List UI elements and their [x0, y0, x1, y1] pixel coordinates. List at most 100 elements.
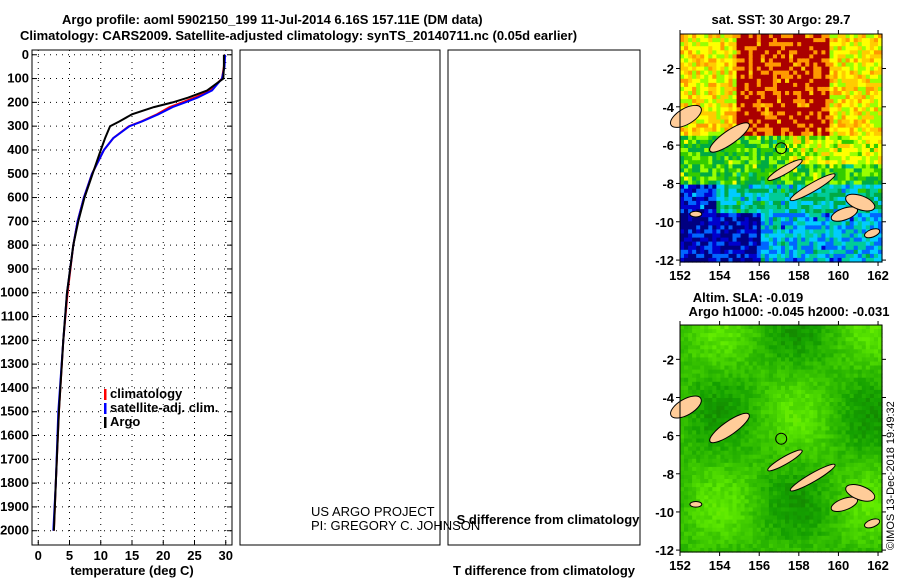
- map-cell: [772, 38, 778, 43]
- map-cell: [857, 176, 863, 182]
- map-cell: [728, 34, 734, 39]
- map-cell: [805, 119, 810, 125]
- map-cell: [768, 180, 774, 186]
- map-cell: [805, 450, 810, 456]
- map-cell: [760, 103, 766, 108]
- map-cell: [696, 143, 701, 149]
- map-cell: [837, 123, 843, 129]
- map-cell: [772, 78, 778, 84]
- map-y-tick-label: -2: [662, 61, 674, 76]
- map-cell: [736, 143, 742, 149]
- map-cell: [793, 111, 798, 117]
- map-cell: [801, 139, 806, 145]
- map-cell: [684, 515, 689, 521]
- map-cell: [724, 46, 729, 51]
- map-cell: [744, 111, 750, 117]
- map-cell: [781, 200, 786, 206]
- map-cell: [813, 74, 818, 80]
- map-cell: [869, 107, 875, 112]
- map-cell: [801, 86, 806, 92]
- map-cell: [817, 50, 822, 55]
- map-cell: [817, 377, 822, 383]
- map-cell: [684, 369, 689, 375]
- map-cell: [825, 188, 830, 194]
- map-cell: [772, 180, 778, 186]
- map-cell: [821, 229, 826, 235]
- map-cell: [728, 507, 734, 513]
- map-cell: [704, 454, 709, 460]
- map-cell: [797, 200, 802, 206]
- map-cell: [688, 176, 693, 182]
- map-cell: [744, 402, 750, 407]
- map-cell: [845, 82, 851, 88]
- map-cell: [704, 180, 709, 186]
- map-cell: [688, 221, 693, 226]
- series-line-satellite-adj-clim-: [52, 54, 227, 531]
- map-cell: [805, 349, 810, 354]
- map-cell: [700, 333, 705, 338]
- map-cell: [821, 257, 826, 263]
- map-cell: [837, 78, 843, 84]
- map-cell: [740, 349, 746, 354]
- map-cell: [680, 99, 685, 104]
- map-cell: [756, 91, 762, 96]
- map-cell: [704, 245, 709, 251]
- map-cell: [708, 547, 713, 553]
- map-cell: [696, 217, 701, 222]
- map-cell: [680, 422, 685, 427]
- map-cell: [809, 225, 814, 231]
- map-cell: [793, 519, 798, 525]
- map-cell: [809, 503, 814, 509]
- map-cell: [768, 209, 774, 214]
- map-cell: [833, 176, 839, 182]
- map-cell: [853, 82, 859, 88]
- map-cell: [680, 54, 685, 60]
- map-cell: [801, 107, 806, 112]
- map-cell: [809, 176, 814, 182]
- map-cell: [684, 237, 689, 243]
- map-cell: [789, 483, 794, 488]
- map-cell: [720, 377, 725, 383]
- map-cell: [878, 148, 883, 153]
- map-cell: [809, 74, 814, 80]
- map-cell: [857, 213, 863, 218]
- map-cell: [696, 385, 701, 391]
- map-cell: [849, 127, 855, 133]
- map-cell: [688, 507, 693, 513]
- map-cell: [688, 495, 693, 500]
- map-cell: [813, 446, 818, 452]
- map-cell: [680, 135, 685, 141]
- map-cell: [692, 50, 697, 55]
- map-cell: [789, 221, 794, 226]
- map-cell: [772, 34, 778, 39]
- map-cell: [740, 50, 746, 55]
- map-cell: [756, 192, 762, 198]
- map-cell: [861, 241, 867, 247]
- map-cell: [760, 139, 766, 145]
- map-cell: [736, 450, 742, 456]
- map-cell: [764, 229, 770, 235]
- map-cell: [764, 487, 770, 492]
- map-cell: [680, 209, 685, 214]
- map-cell: [716, 95, 721, 100]
- map-cell: [752, 511, 758, 517]
- map-cell: [700, 503, 705, 509]
- map-cell: [865, 237, 871, 243]
- map-cell: [684, 345, 689, 350]
- map-cell: [696, 99, 701, 104]
- map-cell: [696, 446, 701, 452]
- map-cell: [768, 42, 774, 47]
- map-cell: [772, 434, 778, 440]
- map-cell: [793, 91, 798, 96]
- map-cell: [704, 135, 709, 141]
- map-cell: [857, 229, 863, 235]
- map-cell: [841, 95, 847, 100]
- map-cell: [785, 487, 790, 492]
- map-cell: [861, 91, 867, 96]
- map-cell: [764, 491, 770, 496]
- map-cell: [760, 225, 766, 231]
- map-cell: [869, 78, 875, 84]
- map-cell: [861, 70, 867, 76]
- map-cell: [684, 430, 689, 436]
- map-cell: [829, 241, 835, 247]
